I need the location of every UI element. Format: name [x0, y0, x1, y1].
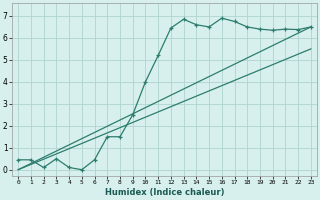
X-axis label: Humidex (Indice chaleur): Humidex (Indice chaleur)	[105, 188, 224, 197]
